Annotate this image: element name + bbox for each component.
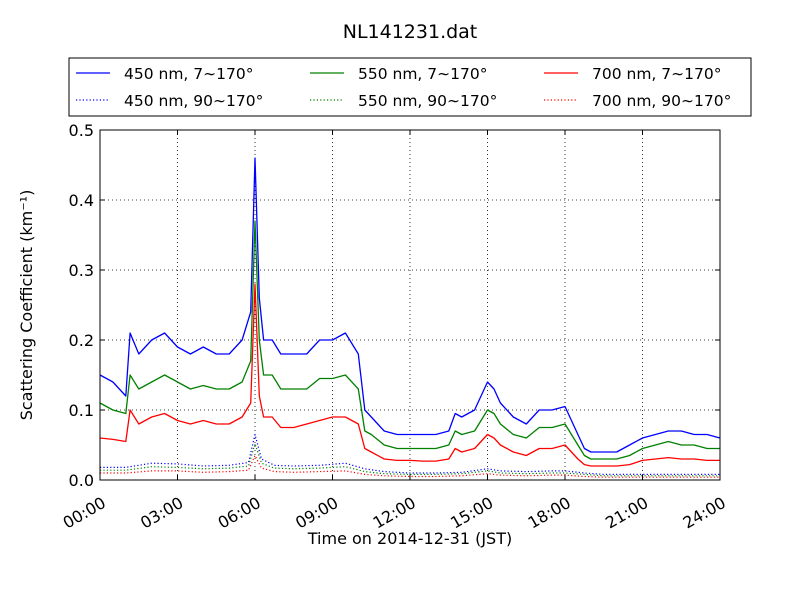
y-tick-label: 0.2: [69, 331, 94, 350]
series-line-550-nm-90-170: [100, 443, 720, 477]
series-line-550-nm-7-170: [99, 220, 720, 460]
legend-label-550-nm-90-170: 550 nm, 90∼170°: [358, 92, 497, 110]
legend-label-450-nm-90-170: 450 nm, 90∼170°: [124, 92, 263, 110]
x-tick-label: 15:00: [447, 493, 496, 533]
plot-area: 00:00 03:00 06:00 09:00 12:00 15:00 18:00 21:00…: [60, 121, 729, 533]
y-tick-label: 0.1: [69, 401, 94, 420]
legend-label-700-nm-7-170: 700 nm, 7∼170°: [592, 65, 721, 83]
legend-label-700-nm-90-170: 700 nm, 90∼170°: [592, 92, 731, 110]
legend-label-450-nm-7-170: 450 nm, 7∼170°: [124, 65, 253, 83]
y-tick-label: 0.0: [69, 471, 94, 490]
series-line-450-nm-7-170: [99, 157, 721, 453]
y-tick-label: 0.3: [69, 261, 94, 280]
x-tick-label: 06:00: [215, 493, 264, 533]
x-tick-label: 18:00: [525, 493, 574, 533]
x-tick-label: 12:00: [370, 493, 419, 533]
legend-box: [68, 57, 752, 117]
legend-label-550-nm-7-170: 550 nm, 7∼170°: [358, 65, 487, 83]
x-tick-label: 03:00: [137, 493, 186, 533]
x-axis-label: Time on 2014-12-31 (JST): [307, 529, 512, 548]
series-lines: [99, 157, 721, 478]
grid: [100, 130, 720, 480]
x-tick-label: 21:00: [602, 493, 651, 533]
y-axis-label: Scattering Coefficient (km⁻¹): [17, 190, 36, 421]
chart-title: NL141231.dat: [343, 21, 478, 43]
series-line-700-nm-7-170: [99, 283, 720, 467]
x-tick-label: 00:00: [60, 493, 109, 533]
plot-background: [100, 130, 720, 480]
series-line-700-nm-90-170: [100, 454, 720, 478]
x-tick-label: 09:00: [292, 493, 341, 533]
legend: 450 nm, 7∼170° 450 nm, 90∼170° 550 nm, 7∼1…: [68, 57, 752, 117]
series-line-450-nm-90-170: [100, 433, 720, 475]
y-tick-label: 0.4: [69, 191, 94, 210]
x-tick-label: 24:00: [680, 493, 729, 533]
y-tick-label: 0.5: [69, 121, 94, 140]
